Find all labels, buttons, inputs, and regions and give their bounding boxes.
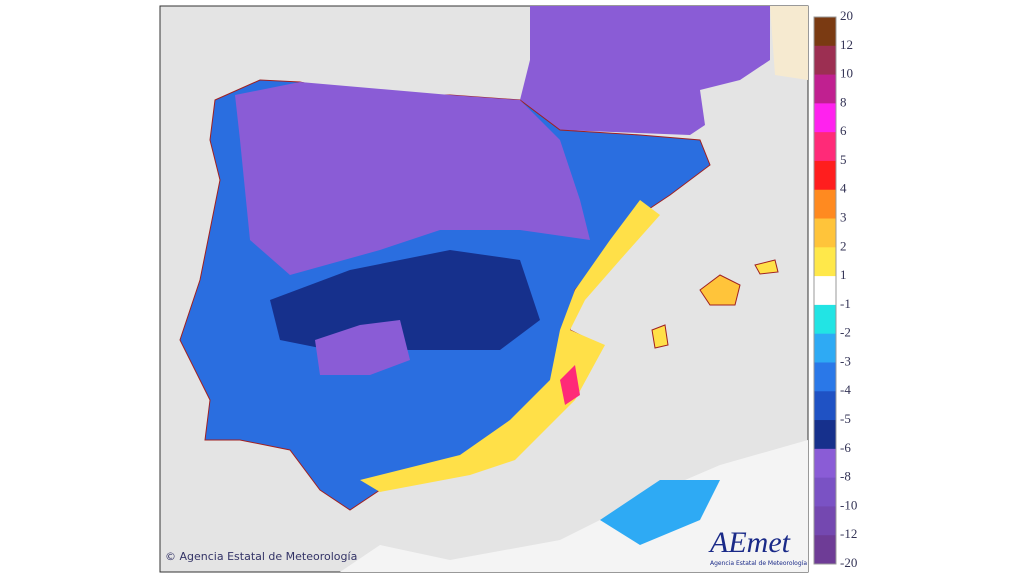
ibiza [651, 324, 669, 349]
legend-swatch [814, 103, 836, 133]
hot-spot [560, 365, 580, 405]
legend-label: -12 [840, 526, 857, 541]
france-east [770, 6, 808, 80]
legend-swatch [814, 535, 836, 565]
africa-cold [600, 480, 720, 545]
legend-swatch [814, 391, 836, 421]
legend-swatch [814, 333, 836, 363]
legend-swatch [814, 218, 836, 248]
legend-swatch [814, 189, 836, 220]
legend-label: -3 [840, 353, 851, 368]
south-plateau [315, 320, 410, 375]
logo: AEmet [708, 526, 791, 559]
legend-label: -20 [840, 555, 857, 570]
legend-label: 10 [840, 66, 853, 81]
legend-swatch [814, 160, 836, 191]
legend-label: 20 [840, 8, 853, 23]
north-plateau [235, 82, 590, 275]
legend-label: 5 [840, 152, 847, 167]
africa [340, 440, 808, 572]
legend-swatch [814, 247, 836, 277]
legend-swatch [814, 477, 836, 507]
legend-label: -10 [840, 497, 857, 512]
legend-label: 1 [840, 267, 847, 282]
legend-label: -8 [840, 469, 851, 484]
legend: 20 12 10 8 6 5 4 3 2 1 -1 -2 -3 -4 -5 -6 -8 -10 -12 -20 [813, 8, 857, 570]
legend-label: 12 [840, 37, 853, 52]
legend-swatch [814, 74, 836, 104]
legend-label: 2 [840, 238, 847, 253]
legend-label: 8 [840, 94, 847, 109]
legend-label: 3 [840, 210, 847, 225]
legend-swatch [814, 420, 836, 450]
legend-label: -2 [840, 325, 851, 340]
menorca [754, 259, 779, 275]
legend-label: -4 [840, 382, 851, 397]
legend-swatch [814, 45, 836, 76]
central-cold [270, 250, 540, 350]
logo-caption: Agencia Estatal de Meteorología [710, 560, 807, 567]
mallorca [699, 274, 741, 306]
legend-swatch [814, 506, 836, 536]
legend-swatch [814, 276, 836, 306]
copyright: © Agencia Estatal de Meteorología [165, 550, 357, 563]
legend-label: -1 [840, 296, 851, 311]
warm-coast [360, 200, 660, 492]
legend-swatch [814, 304, 836, 335]
france [520, 6, 770, 135]
map: © Agencia Estatal de Meteorología AEmet … [159, 5, 809, 573]
legend-label: -5 [840, 411, 851, 426]
legend-swatch [814, 448, 836, 479]
legend-swatch [814, 132, 836, 162]
legend-swatch [814, 362, 836, 392]
legend-label: 6 [840, 123, 847, 138]
legend-swatch [814, 17, 836, 47]
legend-label: -6 [840, 440, 851, 455]
legend-label: 4 [840, 181, 847, 196]
legend-border [813, 16, 837, 565]
